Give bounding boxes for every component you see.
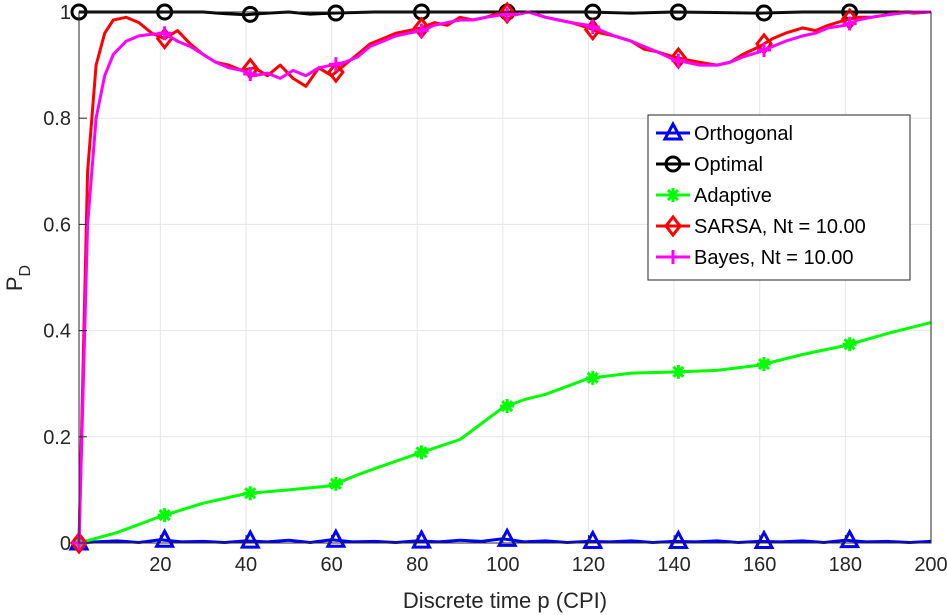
y-axis-label-main: P (2, 276, 27, 291)
x-tick-label: 120 (572, 554, 605, 576)
optimal-marker (241, 5, 259, 23)
bayes-nt-10-00-marker (757, 43, 772, 58)
y-tick-label: 0.6 (43, 214, 71, 236)
bayes-nt-10-00-marker (243, 66, 258, 81)
legend-label: Orthogonal (694, 123, 793, 145)
bayes-nt-10-00-marker (328, 57, 343, 72)
bayes-nt-10-00-marker (585, 20, 600, 35)
x-tick-label: 200 (914, 554, 947, 576)
legend-item-adaptive: Adaptive (656, 185, 772, 207)
series-bayes-nt-10-00 (72, 7, 931, 550)
x-tick-label: 40 (235, 554, 257, 576)
y-tick-label: 0.4 (43, 321, 71, 343)
y-tick-label: 0.8 (43, 108, 71, 130)
legend-marker (664, 155, 682, 173)
y-axis-label-subscript: D (17, 265, 34, 277)
adaptive-marker (157, 508, 172, 523)
legend-item-sarsa-nt-10-00: SARSA, Nt = 10.00 (656, 214, 866, 238)
x-tick-label: 160 (743, 554, 776, 576)
legend-item-bayes-nt-10-00: Bayes, Nt = 10.00 (656, 247, 854, 269)
y-tick-label: 0.2 (43, 427, 71, 449)
sarsa-nt-10-00-marker (498, 1, 517, 25)
legend-marker (664, 214, 682, 238)
adaptive-marker (328, 476, 343, 491)
optimal-marker (327, 4, 345, 22)
adaptive-marker (243, 486, 258, 501)
legend: Orthogonal Optimal Adaptive SARSA, Nt = 10.… (647, 114, 911, 281)
legend-label: Optimal (694, 154, 763, 176)
legend-marker (666, 188, 680, 202)
legend-marker (662, 120, 684, 141)
bayes-nt-10-00-marker (500, 7, 515, 22)
bayes-nt-10-00-marker (671, 53, 686, 68)
adaptive-marker (671, 364, 686, 379)
adaptive-marker (842, 337, 857, 352)
y-tick-label: 0 (60, 533, 71, 555)
x-tick-label: 180 (829, 554, 862, 576)
y-tick-label: 1 (60, 2, 71, 24)
bayes-nt-10-00-marker (157, 26, 172, 41)
axis-ticks: 20 40 60 80 100 120 140 160 180 200 0 0.2 0.4 0.6 0.8 1 (43, 2, 947, 576)
adaptive-marker (585, 370, 600, 385)
legend-item-orthogonal: Orthogonal (656, 120, 793, 145)
x-tick-label: 80 (406, 554, 428, 576)
legend-label: Bayes, Nt = 10.00 (694, 247, 854, 269)
x-tick-label: 20 (149, 554, 171, 576)
bayes-nt-10-00-marker (842, 16, 857, 31)
adaptive-marker (757, 357, 772, 372)
plot-frame (78, 11, 932, 544)
x-tick-label: 60 (320, 554, 342, 576)
x-tick-label: 140 (657, 554, 690, 576)
legend-item-optimal: Optimal (656, 154, 763, 176)
legend-label: Adaptive (694, 185, 772, 207)
y-axis-label: PD (2, 265, 34, 291)
x-axis-label: Discrete time p (CPI) (403, 588, 607, 613)
legend-box (647, 114, 911, 281)
legend-marker (666, 250, 680, 264)
legend-label: SARSA, Nt = 10.00 (694, 216, 866, 238)
sarsa-nt-10-00-marker (70, 531, 88, 555)
bayes-nt-10-00-marker (414, 23, 429, 38)
bayes-nt-10-00-line (77, 10, 931, 544)
optimal-marker (755, 4, 773, 22)
adaptive-marker (414, 445, 429, 460)
adaptive-marker (500, 399, 515, 414)
x-tick-label: 100 (486, 554, 519, 576)
sarsa-nt-10-00-marker (326, 60, 345, 84)
